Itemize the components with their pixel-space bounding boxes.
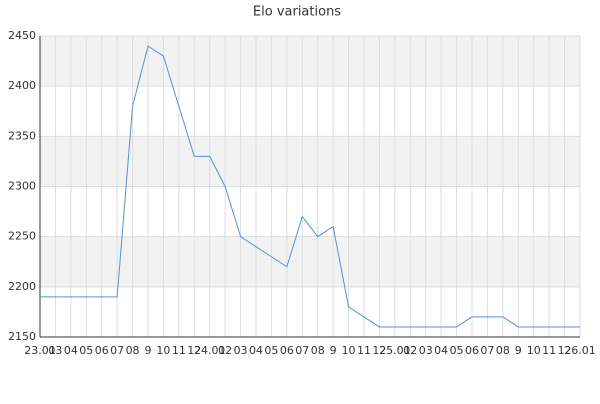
- chart-title: Elo variations: [253, 5, 341, 20]
- x-tick-label: 11: [542, 344, 556, 357]
- x-tick-label: 23.01: [24, 344, 56, 357]
- x-tick-label: 07: [480, 344, 494, 357]
- x-tick-label: 03: [419, 344, 433, 357]
- x-tick-label: 26.01: [564, 344, 596, 357]
- y-tick-label: 2450: [8, 29, 36, 42]
- x-tick-label: 04: [434, 344, 448, 357]
- y-tick-label: 2300: [8, 180, 36, 193]
- x-tick-label: 05: [450, 344, 464, 357]
- x-tick-label: 12: [187, 344, 201, 357]
- x-tick-label: 03: [48, 344, 62, 357]
- x-tick-label: 24.01: [194, 344, 226, 357]
- x-tick-label: 10: [156, 344, 170, 357]
- x-tick-label: 10: [527, 344, 541, 357]
- x-tick-label: 05: [79, 344, 93, 357]
- grid-band: [40, 136, 580, 187]
- y-tick-label: 2150: [8, 330, 36, 343]
- x-tick-label: 07: [110, 344, 124, 357]
- line: [40, 45, 580, 328]
- y-tick-label: 2400: [8, 79, 36, 92]
- x-tick-label: 06: [280, 344, 294, 357]
- x-tick-label: 08: [311, 344, 325, 357]
- x-tick-label: 02: [403, 344, 417, 357]
- x-tick-label: 03: [234, 344, 248, 357]
- x-tick-label: 9: [145, 344, 152, 357]
- x-tick-label: 06: [95, 344, 109, 357]
- x-tick-label: 9: [330, 344, 337, 357]
- y-tick-label: 2200: [8, 280, 36, 293]
- x-tick-label: 08: [496, 344, 510, 357]
- x-tick-label: 12: [558, 344, 572, 357]
- x-tick-label: 04: [249, 344, 263, 357]
- grid-band: [40, 236, 580, 287]
- x-tick-label: 07: [295, 344, 309, 357]
- grid-band: [40, 36, 580, 87]
- x-tick-label: 12: [372, 344, 386, 357]
- x-tick-label: 10: [342, 344, 356, 357]
- x-tick-label: 02: [218, 344, 232, 357]
- x-tick-label: 25.01: [379, 344, 411, 357]
- x-tick-label: 11: [357, 344, 371, 357]
- y-tick-label: 2350: [8, 129, 36, 142]
- x-tick-label: 9: [515, 344, 522, 357]
- x-tick-label: 11: [172, 344, 186, 357]
- x-tick-label: 04: [64, 344, 78, 357]
- x-tick-label: 06: [465, 344, 479, 357]
- y-tick-label: 2250: [8, 230, 36, 243]
- x-tick-label: 05: [264, 344, 278, 357]
- x-tick-label: 08: [126, 344, 140, 357]
